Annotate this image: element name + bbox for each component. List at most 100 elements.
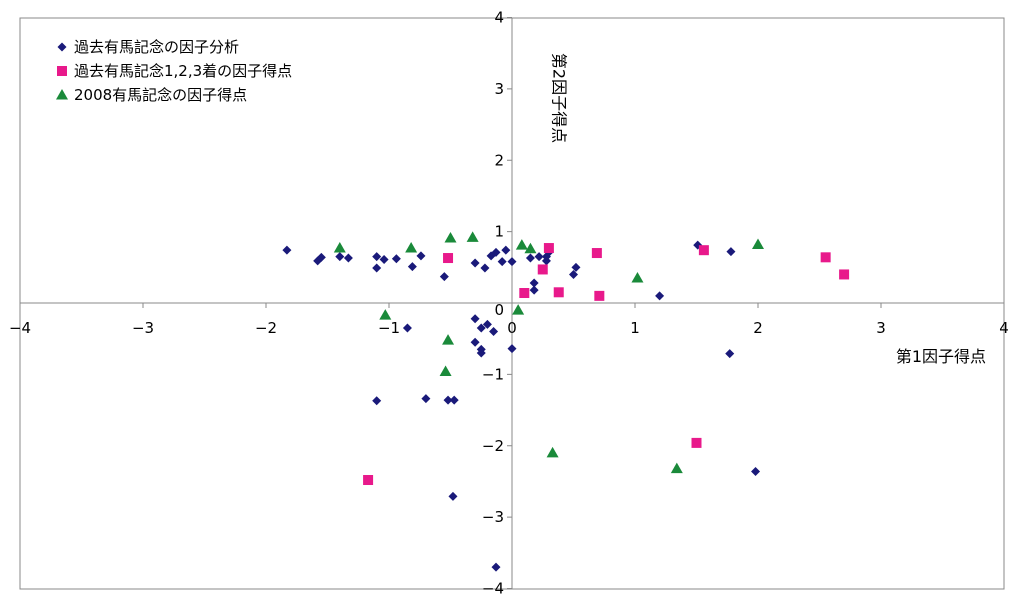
series-2 bbox=[363, 243, 850, 486]
data-point bbox=[698, 245, 709, 256]
data-point bbox=[439, 272, 449, 282]
x-tick-label: 1 bbox=[630, 319, 640, 337]
data-point bbox=[379, 254, 389, 264]
data-point bbox=[470, 314, 480, 324]
x-axis-title: 第1因子得点 bbox=[896, 347, 986, 366]
y-tick-label: 0 bbox=[494, 301, 504, 319]
data-point bbox=[439, 365, 452, 377]
legend-item: 過去有馬記念1,2,3着の因子得点 bbox=[57, 62, 292, 80]
data-point bbox=[372, 396, 382, 406]
data-point bbox=[546, 446, 559, 458]
data-point bbox=[421, 394, 431, 404]
data-point bbox=[541, 252, 551, 262]
x-tick-label: 3 bbox=[876, 319, 886, 337]
data-point bbox=[476, 348, 486, 358]
series-3 bbox=[333, 231, 764, 474]
data-point bbox=[571, 262, 581, 272]
x-tick-label: 4 bbox=[999, 319, 1009, 337]
data-point bbox=[448, 491, 458, 501]
y-tick-label: 2 bbox=[494, 151, 504, 169]
y-tick-label: −3 bbox=[482, 508, 504, 526]
x-tick-label: 2 bbox=[753, 319, 763, 337]
data-point bbox=[569, 269, 578, 279]
data-point bbox=[631, 272, 644, 283]
data-point bbox=[529, 278, 539, 288]
series-1 bbox=[282, 240, 761, 572]
legend-label: 2008有馬記念の因子得点 bbox=[74, 86, 247, 104]
data-point bbox=[480, 263, 490, 273]
data-point bbox=[515, 239, 528, 250]
data-point bbox=[470, 337, 480, 347]
legend-marker bbox=[57, 66, 67, 76]
data-point bbox=[725, 349, 735, 359]
data-point bbox=[491, 247, 501, 257]
x-tick-labels: −4 −3 −2 −1 0 1 2 3 4 bbox=[9, 303, 1009, 337]
data-point bbox=[372, 252, 382, 262]
data-points bbox=[282, 231, 850, 572]
data-point bbox=[655, 291, 665, 301]
data-point bbox=[482, 319, 492, 329]
data-point bbox=[316, 252, 326, 262]
data-point bbox=[537, 264, 548, 275]
y-axis-title: 第2因子得点 bbox=[550, 53, 569, 143]
y-tick-label: −2 bbox=[482, 437, 504, 455]
legend-marker bbox=[56, 89, 68, 100]
y-tick-label: 4 bbox=[494, 9, 504, 27]
data-point bbox=[839, 269, 850, 280]
data-point bbox=[525, 253, 535, 263]
y-tick-label: 1 bbox=[494, 223, 504, 241]
data-point bbox=[691, 437, 702, 448]
data-point bbox=[407, 262, 417, 272]
y-tick-label: 3 bbox=[494, 80, 504, 98]
y-tick-label: −4 bbox=[482, 580, 504, 598]
data-point bbox=[391, 254, 401, 264]
data-point bbox=[444, 232, 457, 243]
x-tick-label: −4 bbox=[9, 319, 31, 337]
data-point bbox=[416, 251, 426, 261]
data-point bbox=[335, 252, 345, 262]
data-point bbox=[529, 285, 539, 295]
data-point bbox=[752, 238, 764, 249]
data-point bbox=[670, 462, 683, 474]
legend-marker bbox=[57, 42, 67, 52]
data-point bbox=[591, 248, 602, 259]
data-point bbox=[379, 309, 392, 320]
data-point bbox=[543, 243, 554, 254]
data-point bbox=[443, 253, 454, 264]
data-point bbox=[466, 231, 479, 242]
legend-item: 2008有馬記念の因子得点 bbox=[56, 86, 247, 104]
legend-label: 過去有馬記念1,2,3着の因子得点 bbox=[74, 62, 292, 80]
data-point bbox=[594, 290, 605, 301]
data-point bbox=[524, 242, 537, 254]
data-point bbox=[491, 562, 501, 572]
data-point bbox=[402, 323, 412, 333]
legend-label: 過去有馬記念の因子分析 bbox=[74, 38, 239, 56]
data-point bbox=[443, 395, 453, 405]
data-point bbox=[442, 334, 455, 345]
data-point bbox=[726, 247, 736, 257]
data-point bbox=[363, 475, 374, 486]
y-tick-label: −1 bbox=[482, 365, 504, 383]
data-point bbox=[519, 288, 530, 299]
data-point bbox=[820, 252, 831, 263]
data-point bbox=[405, 242, 418, 253]
data-point bbox=[507, 344, 517, 354]
data-point bbox=[489, 327, 499, 337]
x-tick-label: 0 bbox=[507, 319, 517, 337]
data-point bbox=[282, 245, 292, 255]
x-tick-label: −3 bbox=[132, 319, 154, 337]
data-point bbox=[372, 263, 382, 273]
data-point bbox=[333, 242, 346, 253]
legend-item: 過去有馬記念の因子分析 bbox=[57, 38, 239, 56]
x-tick-label: −1 bbox=[378, 319, 400, 337]
data-point bbox=[501, 245, 511, 255]
y-tick-labels: −4 −3 −2 −1 1 2 3 4 0 bbox=[482, 9, 512, 598]
data-point bbox=[512, 304, 525, 315]
x-tick-label: −2 bbox=[255, 319, 277, 337]
data-point bbox=[497, 257, 507, 267]
data-point bbox=[476, 323, 486, 333]
data-point bbox=[449, 395, 459, 405]
data-point bbox=[343, 253, 353, 263]
